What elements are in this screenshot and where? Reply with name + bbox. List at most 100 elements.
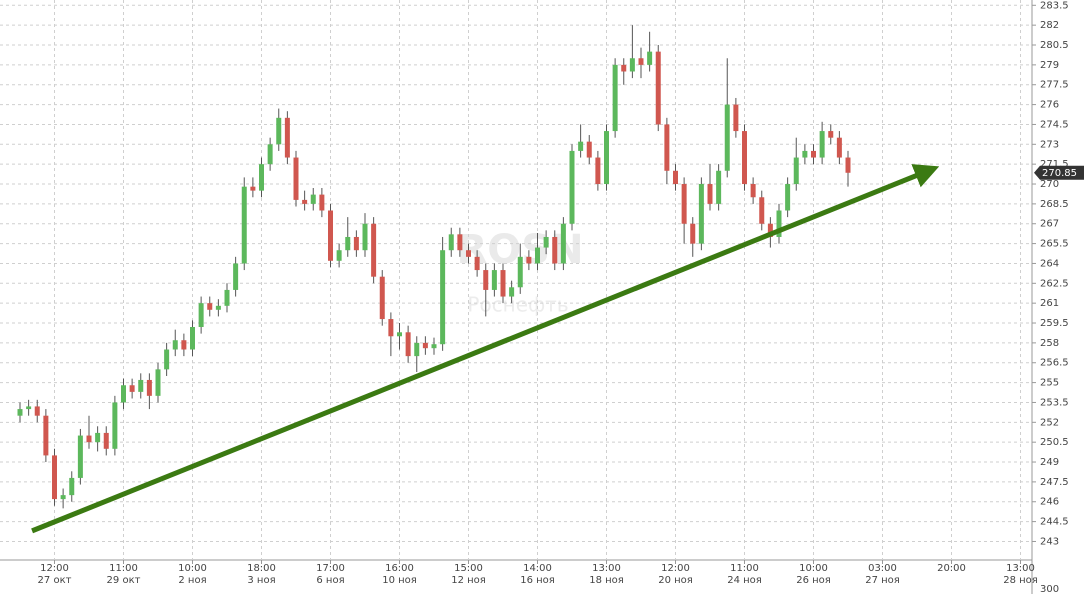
- candle-body: [146, 379, 152, 396]
- y-tick-label: 249: [1040, 457, 1059, 468]
- candle-body: [34, 406, 40, 416]
- candle-body: [776, 210, 782, 237]
- candle-body: [241, 186, 247, 264]
- candle-body: [276, 117, 282, 145]
- x-tick-label: 11:00: [109, 563, 138, 574]
- candle-body: [724, 104, 730, 171]
- candle-body: [664, 124, 670, 171]
- candle-body: [483, 270, 489, 290]
- candle-body: [742, 131, 747, 185]
- candle-body: [319, 194, 325, 211]
- candle-body: [172, 340, 178, 350]
- candle-body: [517, 256, 523, 288]
- candle-body: [448, 234, 454, 251]
- candle-body: [811, 150, 816, 158]
- x-date-label: 18 ноя: [589, 575, 624, 586]
- candle-body: [750, 184, 756, 198]
- candle-body: [586, 141, 592, 158]
- x-tick-label: 11:00: [730, 563, 759, 574]
- candle-body: [302, 199, 308, 204]
- x-date-label: 12 ноя: [451, 575, 486, 586]
- candle-body: [371, 223, 377, 277]
- candle-body: [681, 184, 687, 224]
- candle-body: [414, 342, 420, 357]
- candle-body: [405, 332, 411, 357]
- x-date-label: 26 ноя: [796, 575, 831, 586]
- candle-body: [673, 170, 678, 185]
- y-tick-label: 267: [1040, 219, 1059, 230]
- trend-arrow: [31, 164, 940, 534]
- x-date-label: 24 ноя: [727, 575, 762, 586]
- candle-body: [190, 326, 195, 350]
- current-price-label: 270.85: [1042, 168, 1077, 179]
- x-date-label: 6 ноя: [316, 575, 344, 586]
- candle-body: [121, 385, 126, 403]
- candle-body: [379, 276, 385, 320]
- x-date-label: 2 ноя: [178, 575, 206, 586]
- candle-body: [17, 409, 23, 416]
- candle-body: [552, 236, 558, 264]
- candle-body: [198, 303, 204, 327]
- y-tick-label: 253.5: [1040, 397, 1069, 408]
- candle-body: [336, 250, 342, 261]
- y-tick-label: 264: [1040, 258, 1059, 269]
- candle-body: [328, 210, 333, 261]
- y-tick-label: 268.5: [1040, 199, 1069, 210]
- candle-body: [698, 184, 704, 244]
- candle-body: [466, 250, 471, 257]
- candle-body: [250, 186, 256, 191]
- x-tick-label: 20:00: [937, 563, 966, 574]
- candle-body: [500, 270, 506, 297]
- x-tick-label: 12:00: [661, 563, 690, 574]
- candle-body: [60, 495, 66, 500]
- x-date-label: 16 ноя: [520, 575, 555, 586]
- candle-body: [767, 223, 773, 237]
- candle-body: [293, 157, 299, 200]
- candle-body: [129, 385, 135, 392]
- candle-body: [224, 289, 230, 306]
- candle-body: [362, 223, 368, 251]
- candle-body: [604, 131, 609, 185]
- candle-body: [353, 236, 359, 251]
- volume-tick-label: 300: [1040, 584, 1059, 594]
- y-tick-label: 244.5: [1040, 517, 1069, 528]
- candle-body: [284, 117, 290, 158]
- candle-body: [95, 432, 101, 443]
- watermark-subtitle: Роснефть: [467, 293, 568, 317]
- y-tick-label: 273: [1040, 139, 1059, 150]
- y-tick-label: 246: [1040, 497, 1059, 508]
- x-tick-label: 14:00: [523, 563, 552, 574]
- candle-body: [69, 477, 75, 496]
- y-tick-label: 276: [1040, 100, 1059, 111]
- x-tick-label: 03:00: [868, 563, 897, 574]
- y-tick-label: 282: [1040, 20, 1059, 31]
- candle-body: [233, 263, 239, 290]
- y-tick-label: 274.5: [1040, 119, 1069, 130]
- candle-body: [526, 256, 532, 264]
- x-tick-label: 15:00: [454, 563, 483, 574]
- candle-body: [474, 256, 480, 271]
- x-date-label: 27 ноя: [865, 575, 900, 586]
- x-tick-label: 18:00: [247, 563, 276, 574]
- candle-body: [785, 184, 791, 211]
- candle-body: [535, 247, 540, 264]
- candle-body: [422, 342, 428, 349]
- candle-body: [431, 344, 437, 349]
- candle-body: [259, 164, 264, 191]
- candle-body: [707, 184, 713, 204]
- x-tick-label: 16:00: [385, 563, 414, 574]
- y-tick-label: 262.5: [1040, 278, 1069, 289]
- y-tick-label: 255: [1040, 378, 1059, 389]
- candle-body: [655, 51, 661, 125]
- candle-body: [26, 406, 32, 410]
- x-date-label: 29 окт: [107, 575, 141, 586]
- candle-body: [819, 131, 825, 158]
- y-tick-label: 283.5: [1040, 0, 1069, 11]
- x-date-label: 20 ноя: [658, 575, 693, 586]
- candle-body: [793, 157, 799, 185]
- candle-body: [138, 379, 144, 392]
- x-tick-label: 13:00: [592, 563, 621, 574]
- y-tick-label: 243: [1040, 536, 1059, 547]
- candle-body: [267, 144, 273, 165]
